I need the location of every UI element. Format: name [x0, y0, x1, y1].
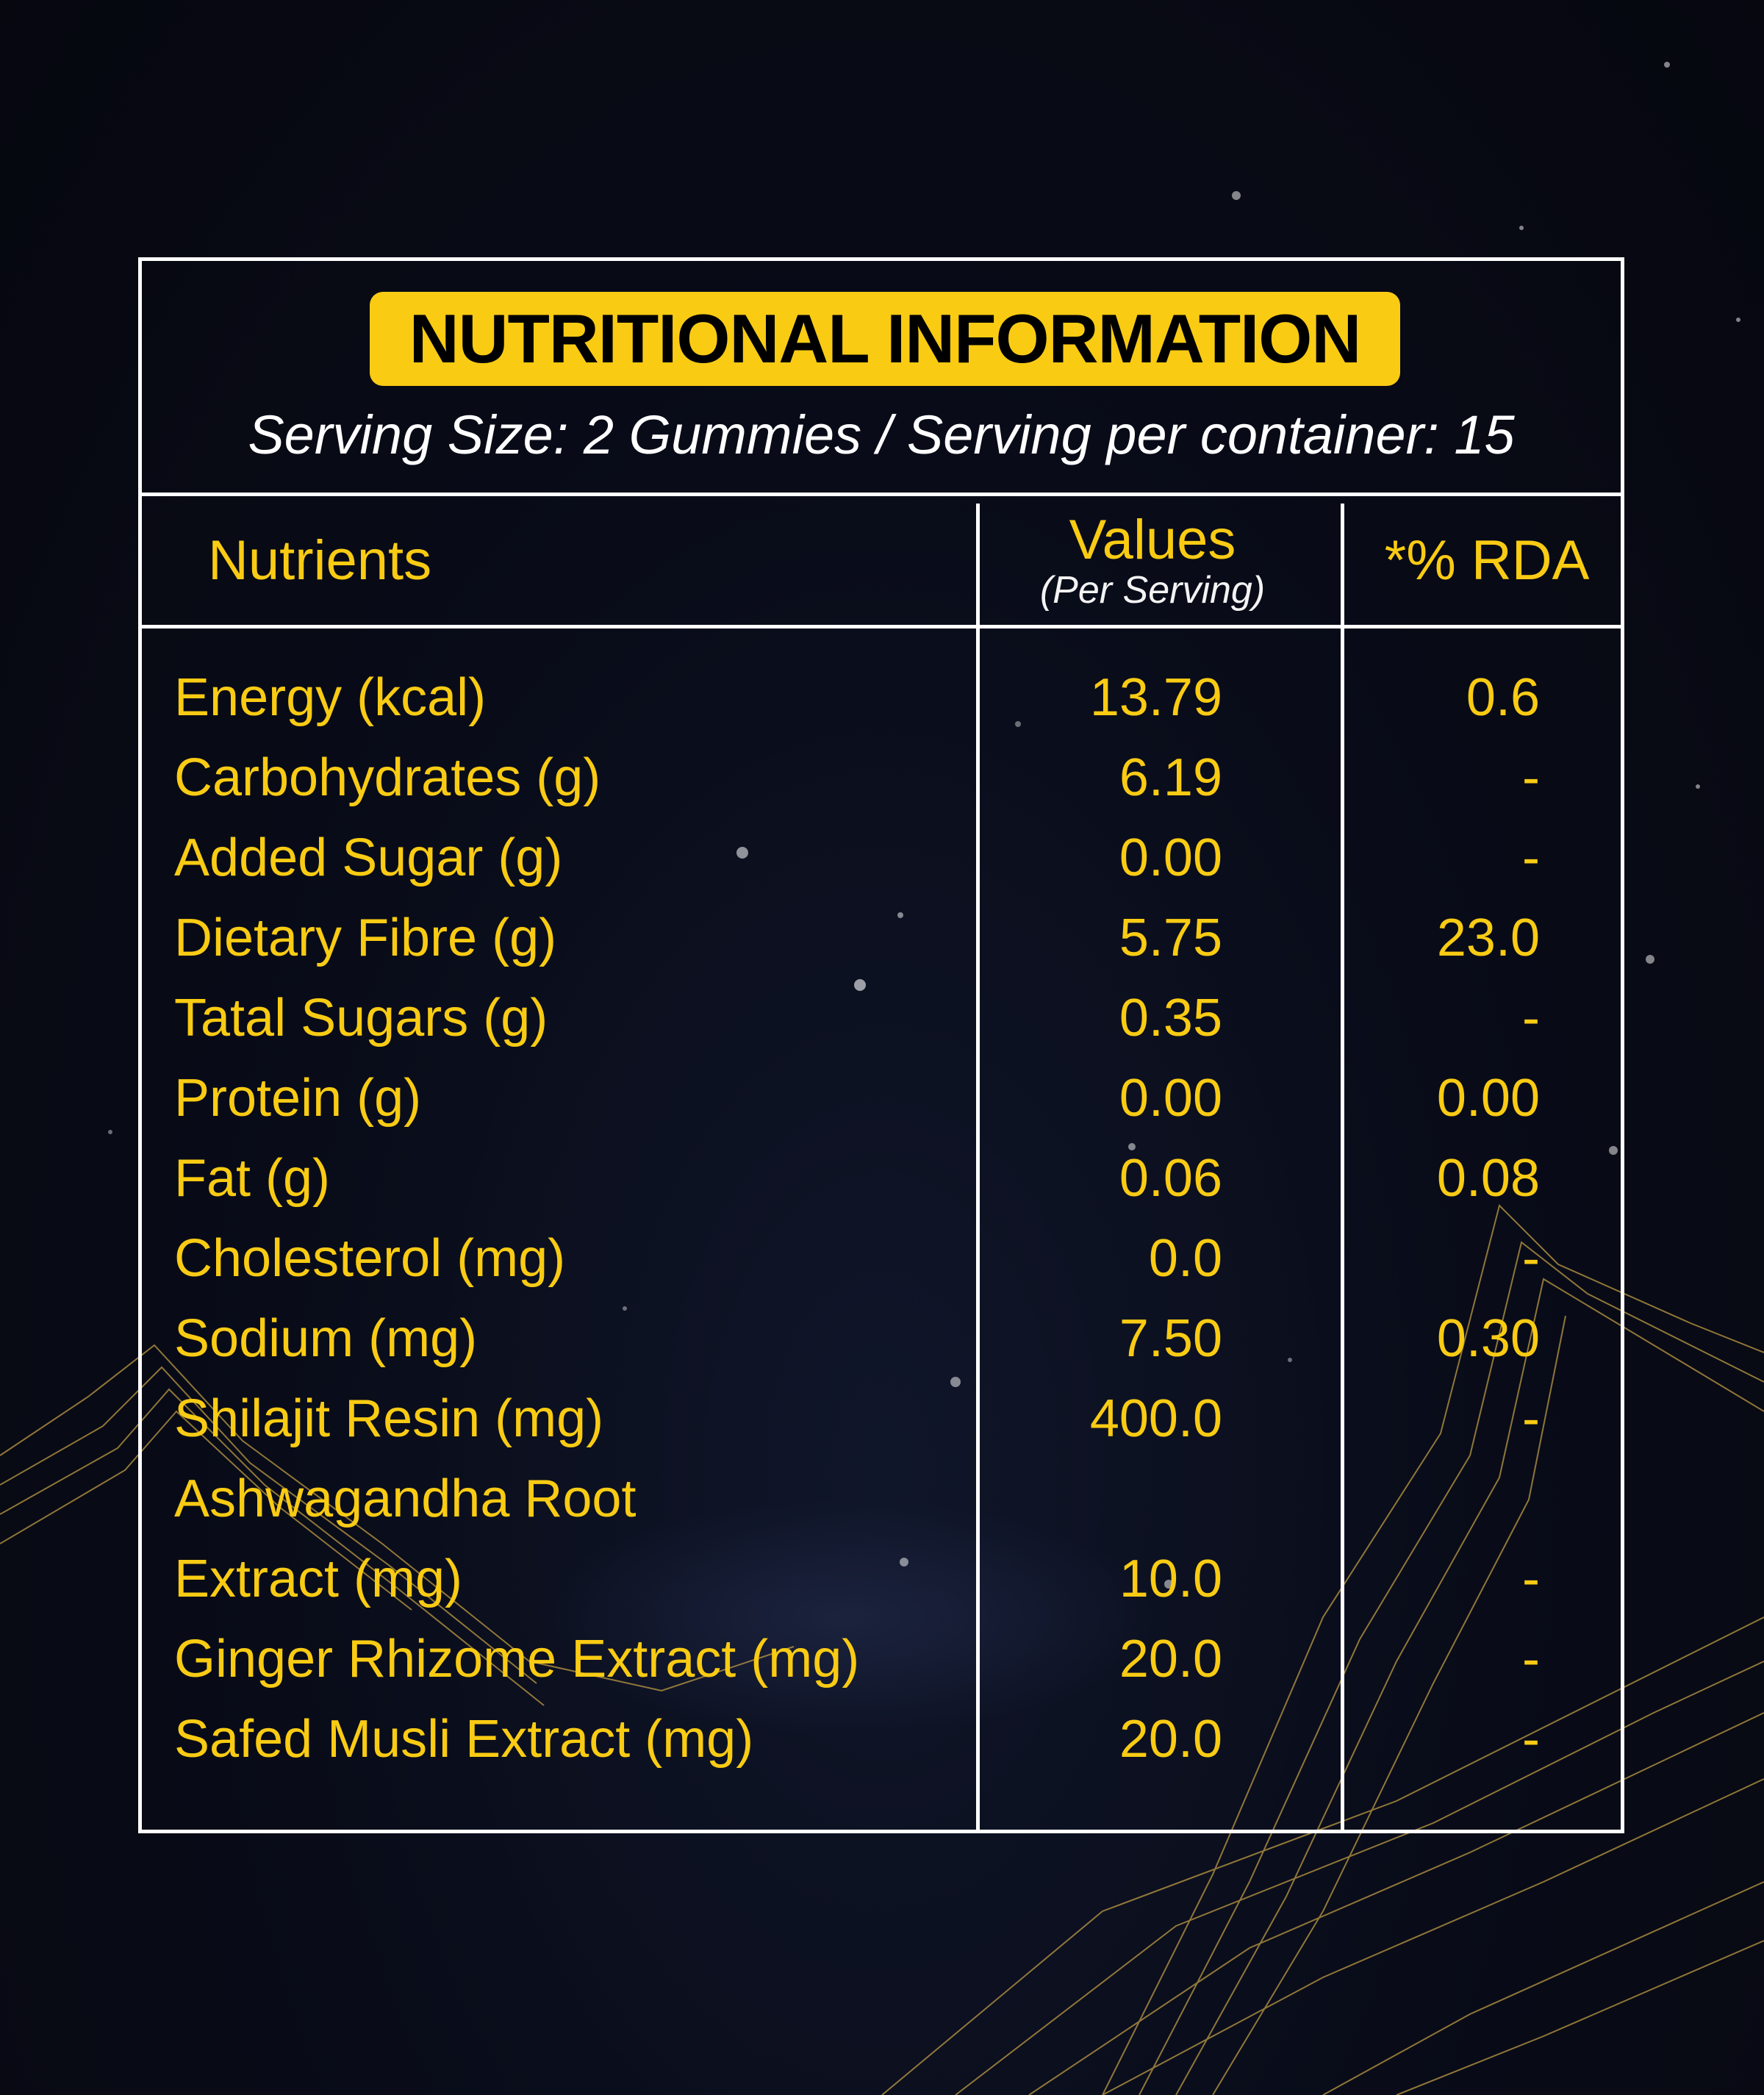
nutrient-rda: - [1522, 1229, 1540, 1288]
table-row: Dietary Fibre (g) 5.75 23.0 [142, 898, 1621, 978]
table-row: Fat (g) 0.06 0.08 [142, 1139, 1621, 1219]
nutrient-value: 13.79 [1089, 668, 1222, 727]
nutrient-value: 5.75 [1119, 909, 1222, 967]
nutrient-name: Added Sugar (g) [174, 828, 563, 887]
nutrient-rda: - [1522, 1630, 1540, 1688]
table-row: Tatal Sugars (g) 0.35 - [142, 978, 1621, 1059]
nutrient-rda: 0.00 [1436, 1069, 1540, 1128]
table-row: Ginger Rhizome Extract (mg) 20.0 - [142, 1619, 1621, 1700]
nutrient-name: Protein (g) [174, 1069, 422, 1128]
table-row: Added Sugar (g) 0.00 - [142, 818, 1621, 898]
nutrient-value: 7.50 [1119, 1309, 1222, 1368]
nutrient-rda: - [1522, 1550, 1540, 1608]
column-divider-2 [1341, 504, 1344, 1830]
nutrient-rda: 0.30 [1436, 1309, 1540, 1368]
nutrient-value: 0.00 [1119, 1069, 1222, 1128]
nutrient-value: 10.0 [1119, 1550, 1222, 1608]
nutrient-rows: Energy (kcal) 13.79 0.6 Carbohydrates (g… [142, 658, 1621, 1780]
nutrient-rda: - [1522, 1710, 1540, 1769]
nutrient-rda: 23.0 [1436, 909, 1540, 967]
column-header-rda: *% RDA [1384, 529, 1590, 592]
nutrient-rda: - [1522, 1389, 1540, 1448]
nutrient-rda: 0.08 [1436, 1149, 1540, 1208]
nutrient-name: Dietary Fibre (g) [174, 909, 557, 967]
table-row: Sodium (mg) 7.50 0.30 [142, 1299, 1621, 1379]
table-row: Ashwagandha Root [142, 1459, 1621, 1539]
nutrient-name: Ginger Rhizome Extract (mg) [174, 1630, 860, 1688]
nutrient-rda: - [1522, 828, 1540, 887]
nutrition-panel: NUTRITIONAL INFORMATION Serving Size: 2 … [138, 257, 1624, 1833]
nutrient-value: 0.06 [1119, 1149, 1222, 1208]
serving-info: Serving Size: 2 Gummies / Serving per co… [248, 404, 1515, 465]
table-row: Safed Musli Extract (mg) 20.0 - [142, 1700, 1621, 1780]
nutrient-name: Shilajit Resin (mg) [174, 1389, 604, 1448]
nutrient-name: Sodium (mg) [174, 1309, 478, 1368]
nutrient-rda: - [1522, 748, 1540, 807]
nutrient-name: Carbohydrates (g) [174, 748, 601, 807]
nutrient-value: 0.00 [1119, 828, 1222, 887]
nutrient-value: 20.0 [1119, 1710, 1222, 1769]
nutrient-value: 400.0 [1089, 1389, 1222, 1448]
nutrient-value: 0.0 [1148, 1229, 1222, 1288]
column-divider-1 [976, 504, 980, 1830]
column-header-values: Values (Per Serving) [980, 509, 1325, 612]
column-header-nutrients: Nutrients [208, 529, 432, 592]
table-row: Protein (g) 0.00 0.00 [142, 1059, 1621, 1139]
nutrient-name: Cholesterol (mg) [174, 1229, 566, 1288]
table-row: Carbohydrates (g) 6.19 - [142, 738, 1621, 818]
column-header-values-label: Values [1069, 509, 1236, 571]
title-area: NUTRITIONAL INFORMATION Serving Size: 2 … [142, 261, 1621, 496]
nutrient-name: Tatal Sugars (g) [174, 989, 548, 1048]
nutrient-name: Safed Musli Extract (mg) [174, 1710, 754, 1769]
nutrient-value: 0.35 [1119, 989, 1222, 1048]
column-header-values-sublabel: (Per Serving) [1039, 569, 1266, 612]
table-row: Extract (mg) 10.0 - [142, 1539, 1621, 1619]
nutrient-value: 20.0 [1119, 1630, 1222, 1688]
title-badge: NUTRITIONAL INFORMATION [370, 292, 1400, 386]
nutrient-name: Extract (mg) [174, 1550, 463, 1608]
nutrient-name: Ashwagandha Root [174, 1469, 637, 1528]
nutrient-value: 6.19 [1119, 748, 1222, 807]
nutrient-name: Fat (g) [174, 1149, 331, 1208]
table-row: Energy (kcal) 13.79 0.6 [142, 658, 1621, 738]
nutrient-rda: - [1522, 989, 1540, 1048]
nutrient-name: Energy (kcal) [174, 668, 487, 727]
nutrient-rda: 0.6 [1466, 668, 1540, 727]
table-row: Cholesterol (mg) 0.0 - [142, 1219, 1621, 1299]
table-row: Shilajit Resin (mg) 400.0 - [142, 1379, 1621, 1459]
table-header-row: Nutrients Values (Per Serving) *% RDA [142, 496, 1621, 628]
